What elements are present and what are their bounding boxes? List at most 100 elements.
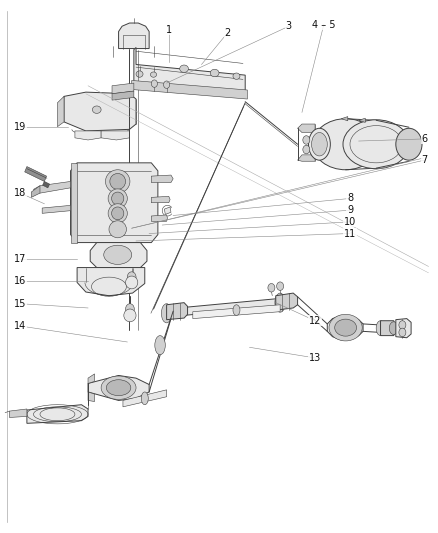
Polygon shape — [297, 155, 315, 161]
Text: 16: 16 — [14, 277, 26, 286]
Polygon shape — [25, 166, 46, 181]
Polygon shape — [57, 96, 64, 127]
Ellipse shape — [131, 221, 140, 229]
Ellipse shape — [311, 133, 327, 156]
Text: 18: 18 — [14, 188, 26, 198]
Text: 2: 2 — [225, 28, 231, 38]
Text: 14: 14 — [14, 321, 26, 331]
Ellipse shape — [129, 224, 141, 235]
Text: 11: 11 — [344, 229, 356, 239]
Polygon shape — [359, 118, 365, 123]
Polygon shape — [42, 205, 71, 213]
Text: 15: 15 — [14, 298, 27, 309]
Ellipse shape — [233, 305, 240, 316]
Ellipse shape — [101, 376, 136, 399]
Ellipse shape — [399, 328, 406, 337]
Polygon shape — [101, 131, 130, 140]
Polygon shape — [112, 91, 134, 100]
Ellipse shape — [106, 169, 130, 193]
Ellipse shape — [389, 322, 398, 335]
Polygon shape — [166, 303, 187, 320]
Polygon shape — [71, 163, 158, 243]
Text: 19: 19 — [14, 122, 26, 132]
Ellipse shape — [161, 304, 172, 323]
Polygon shape — [276, 293, 297, 310]
Ellipse shape — [136, 71, 143, 77]
Text: 17: 17 — [14, 254, 27, 264]
Polygon shape — [193, 305, 280, 319]
Ellipse shape — [92, 106, 101, 114]
Ellipse shape — [396, 128, 422, 160]
Ellipse shape — [124, 309, 136, 322]
Ellipse shape — [110, 173, 126, 189]
Polygon shape — [33, 181, 71, 193]
Polygon shape — [132, 80, 247, 99]
Polygon shape — [341, 117, 348, 121]
Ellipse shape — [233, 73, 240, 79]
Ellipse shape — [141, 392, 148, 405]
Ellipse shape — [108, 189, 127, 208]
Ellipse shape — [343, 120, 410, 168]
Polygon shape — [90, 243, 147, 268]
Text: 1: 1 — [166, 25, 172, 35]
Polygon shape — [27, 405, 88, 423]
Polygon shape — [151, 196, 170, 203]
Ellipse shape — [126, 276, 138, 289]
Text: 12: 12 — [309, 316, 321, 326]
Polygon shape — [42, 181, 49, 188]
Ellipse shape — [104, 245, 132, 264]
Polygon shape — [88, 375, 149, 400]
Polygon shape — [381, 321, 396, 336]
Polygon shape — [75, 131, 101, 140]
Ellipse shape — [109, 221, 127, 238]
Polygon shape — [88, 374, 95, 383]
Polygon shape — [10, 409, 27, 417]
Ellipse shape — [180, 65, 188, 72]
Polygon shape — [119, 23, 149, 49]
Polygon shape — [151, 215, 167, 221]
Polygon shape — [64, 92, 136, 131]
Polygon shape — [327, 316, 363, 340]
Text: 9: 9 — [347, 205, 353, 215]
Ellipse shape — [112, 192, 124, 205]
Ellipse shape — [275, 293, 286, 312]
Polygon shape — [134, 47, 245, 94]
Ellipse shape — [313, 119, 378, 169]
Ellipse shape — [151, 80, 157, 87]
Polygon shape — [297, 124, 315, 133]
Text: 6: 6 — [421, 134, 427, 144]
Ellipse shape — [268, 284, 275, 292]
Text: 13: 13 — [309, 353, 321, 363]
Ellipse shape — [106, 379, 131, 395]
Ellipse shape — [108, 204, 127, 223]
Ellipse shape — [329, 314, 362, 341]
Polygon shape — [151, 175, 173, 182]
Polygon shape — [71, 163, 77, 243]
Polygon shape — [88, 392, 95, 401]
Text: 3: 3 — [286, 21, 292, 31]
Polygon shape — [166, 298, 280, 317]
Ellipse shape — [112, 207, 124, 220]
Ellipse shape — [163, 81, 170, 88]
Ellipse shape — [210, 69, 219, 77]
Ellipse shape — [150, 72, 156, 77]
Ellipse shape — [335, 319, 357, 336]
Ellipse shape — [376, 321, 385, 336]
Ellipse shape — [127, 272, 136, 282]
Ellipse shape — [399, 321, 406, 329]
Text: 7: 7 — [421, 155, 427, 165]
Polygon shape — [396, 319, 411, 338]
Polygon shape — [31, 185, 40, 197]
Ellipse shape — [126, 304, 134, 314]
Ellipse shape — [303, 146, 310, 154]
Ellipse shape — [303, 136, 310, 144]
Text: 10: 10 — [344, 217, 356, 227]
Text: 4 – 5: 4 – 5 — [312, 20, 336, 30]
Text: 8: 8 — [347, 193, 353, 204]
Polygon shape — [164, 207, 171, 214]
Polygon shape — [77, 268, 145, 296]
Polygon shape — [112, 83, 134, 94]
Polygon shape — [123, 390, 166, 407]
Ellipse shape — [277, 282, 284, 290]
Ellipse shape — [155, 336, 165, 355]
